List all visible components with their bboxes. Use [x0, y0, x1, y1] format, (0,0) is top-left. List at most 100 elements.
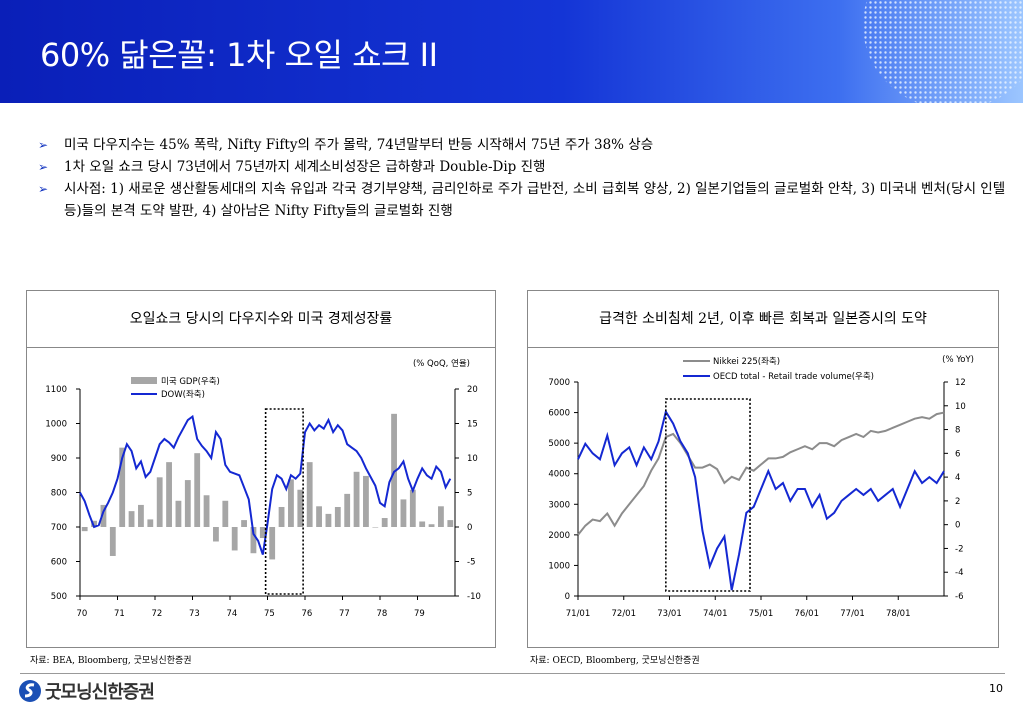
unit-note: (% YoY) [942, 355, 974, 365]
gdp-bar [297, 489, 304, 527]
x-tick-label: 77/01 [840, 609, 865, 619]
gdp-bar [213, 527, 219, 542]
gdp-bar [447, 520, 454, 527]
right-tick-label: 10 [955, 402, 966, 412]
gdp-bar [184, 480, 191, 527]
logo-text: 굿모닝신한증권 [45, 682, 155, 703]
left-tick-label: 5000 [548, 439, 570, 449]
right-tick-label: -2 [955, 544, 963, 554]
gdp-bar [363, 475, 369, 527]
x-tick-label: 79 [414, 609, 425, 619]
x-tick-label: 72/01 [612, 609, 637, 619]
gdp-bar [175, 500, 182, 527]
legend-label: 미국 GDP(우축) [161, 377, 220, 387]
gdp-bar [381, 518, 388, 527]
left-tick-label: 1000 [548, 561, 570, 571]
chart-panel-dow-gdp: 오일쇼크 당시의 다우지수와 미국 경제성장률 500 600 700 800 900 1… [26, 290, 496, 648]
legend-swatch-gdp [131, 377, 157, 384]
gdp-bar [231, 527, 238, 551]
dow-line [79, 414, 452, 555]
bullet-text: 미국 다우지수는 45% 폭락, Nifty Fifty의 주가 몰락, 74년… [64, 137, 654, 153]
left-tick-label: 900 [51, 454, 67, 464]
gdp-bar [372, 527, 379, 528]
gdp-bar [128, 511, 135, 527]
page-number: 10 [989, 682, 1003, 695]
nikkei-line [577, 411, 945, 536]
left-tick-label: 4000 [548, 470, 570, 480]
gdp-bar [278, 506, 285, 527]
x-tick-label: 70 [76, 609, 87, 619]
gdp-bar [428, 524, 435, 527]
gdp-bar [222, 500, 229, 527]
right-tick-label: -10 [467, 592, 481, 602]
x-tick-label: 73/01 [657, 609, 682, 619]
globe-decoration-icon [863, 0, 1023, 103]
company-logo: 굿모닝신한증권 [18, 678, 155, 704]
x-tick-label: 72 [151, 609, 162, 619]
footer-divider [20, 673, 1005, 674]
right-tick-label: 4 [955, 473, 960, 483]
right-tick-label: 20 [467, 385, 478, 395]
right-tick-label: 10 [467, 454, 478, 464]
left-tick-label: 3000 [548, 500, 570, 510]
x-tick-label: 73 [189, 609, 200, 619]
gdp-bar [81, 527, 88, 532]
x-tick-label: 71/01 [566, 609, 591, 619]
x-tick-label: 74/01 [703, 609, 728, 619]
legend-label: Nikkei 225(좌축) [713, 357, 780, 367]
highlight-box [264, 408, 304, 595]
right-tick-label: 5 [467, 489, 472, 499]
gdp-bar [100, 504, 107, 527]
bullet-text: 1차 오일 쇼크 당시 73년에서 75년까지 세계소비성장은 급하향과 Dou… [64, 159, 546, 175]
gdp-bar [353, 471, 360, 527]
right-tick-label: 0 [467, 523, 472, 533]
x-tick-label: 74 [226, 609, 237, 619]
gdp-bar [438, 506, 444, 527]
gdp-bar [391, 413, 397, 527]
right-tick-label: 15 [467, 420, 478, 430]
x-tick-label: 78/01 [886, 609, 911, 619]
x-tick-label: 75/01 [749, 609, 774, 619]
x-tick-label: 71 [114, 609, 125, 619]
x-tick-label: 76/01 [795, 609, 820, 619]
left-tick-label: 0 [565, 592, 570, 602]
arrow-bullet-icon: ➢ [38, 182, 49, 196]
gdp-bar [334, 506, 341, 527]
right-tick-label: 2 [955, 497, 960, 507]
highlight-box [665, 398, 751, 592]
gdp-bar [316, 506, 322, 527]
right-tick-label: -5 [467, 558, 475, 568]
retail-volume-line [577, 409, 945, 591]
gdp-bar [409, 489, 416, 527]
gdp-bar [259, 527, 266, 539]
legend-label: DOW(좌축) [161, 390, 205, 400]
gdp-bar [91, 520, 97, 527]
gdp-bar [288, 479, 294, 527]
x-tick-label: 78 [376, 609, 387, 619]
right-tick-label: -6 [955, 592, 963, 602]
bullet-item: ➢ 시사점: 1) 새로운 생산활동세대의 지속 유입과 각국 경기부양책, 금… [38, 178, 1008, 222]
left-tick-label: 800 [51, 489, 67, 499]
left-tick-label: 600 [51, 558, 67, 568]
chart-dow-gdp: 500 600 700 800 900 1000 1100 -10 -5 0 5 10 15 20 70 71… [45, 359, 481, 619]
arrow-bullet-icon: ➢ [38, 160, 49, 174]
chart-title: 급격한 소비침체 2년, 이후 빠른 회복과 일본증시의 도약 [528, 291, 998, 348]
shinhan-logo-icon [19, 680, 41, 702]
chart-panel-nikkei-retail: 급격한 소비침체 2년, 이후 빠른 회복과 일본증시의 도약 0 1000 200… [527, 290, 999, 648]
left-tick-label: 7000 [548, 378, 570, 388]
bullet-list: ➢ 미국 다우지수는 45% 폭락, Nifty Fifty의 주가 몰락, 7… [38, 134, 1008, 222]
gdp-bar [250, 527, 257, 554]
gdp-bar [400, 499, 407, 527]
gdp-bar [344, 493, 351, 527]
left-tick-label: 700 [51, 523, 67, 533]
gdp-bar [109, 527, 116, 556]
slide-header: 60% 닮은꼴: 1차 오일 쇼크 II [0, 0, 1023, 103]
chart-title: 오일쇼크 당시의 다우지수와 미국 경제성장률 [27, 291, 495, 348]
gdp-bar [419, 521, 426, 527]
bullet-item: ➢ 미국 다우지수는 45% 폭락, Nifty Fifty의 주가 몰락, 7… [38, 134, 1008, 156]
right-tick-label: 6 [955, 449, 960, 459]
left-tick-label: 1100 [45, 385, 67, 395]
chart-source: 자료: BEA, Bloomberg, 굿모닝신한증권 [30, 656, 192, 666]
legend-label: OECD total - Retail trade volume(우축) [713, 372, 874, 382]
left-tick-label: 500 [51, 592, 67, 602]
